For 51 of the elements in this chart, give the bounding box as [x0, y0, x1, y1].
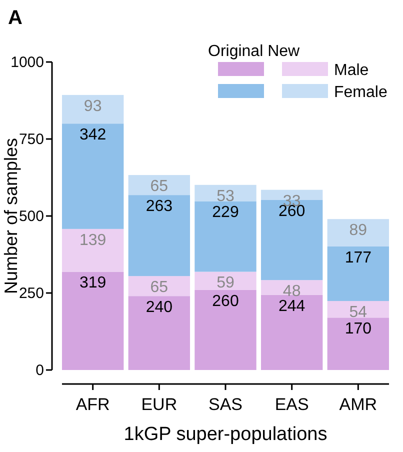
x-axis-title: 1kGP super-populations	[124, 424, 328, 445]
y-tick-label: 500	[18, 208, 44, 225]
y-tick-label: 250	[18, 285, 44, 302]
data-label: 89	[349, 222, 368, 240]
bar	[62, 228, 124, 272]
bar	[62, 124, 124, 229]
data-label: 48	[282, 283, 301, 300]
y-tick-label: 1000	[10, 54, 44, 71]
legend-label: Female	[334, 84, 388, 101]
data-label: 65	[150, 279, 168, 296]
data-label: 319	[79, 274, 106, 292]
bar	[128, 276, 190, 296]
data-label: 263	[146, 198, 173, 216]
bar	[194, 201, 256, 272]
bar	[327, 318, 390, 370]
y-tick-label: 0	[36, 362, 44, 379]
bar	[327, 246, 390, 302]
y-axis-title: Number of samples	[1, 138, 21, 294]
data-label: 244	[278, 298, 306, 315]
legend-label: Male	[334, 62, 369, 79]
data-label: 177	[344, 249, 372, 266]
bar	[260, 280, 323, 295]
y-tick-label: 750	[18, 131, 44, 148]
data-label: 342	[79, 126, 106, 144]
bar	[327, 219, 390, 246]
data-label: 139	[79, 232, 106, 249]
bar	[62, 272, 124, 370]
bar	[327, 301, 390, 318]
data-label: 65	[150, 178, 168, 196]
data-label: 59	[216, 274, 234, 292]
bar	[260, 294, 323, 370]
legend-title: Original New	[208, 43, 300, 60]
bar	[62, 94, 124, 124]
bar	[194, 272, 256, 290]
bar	[128, 175, 190, 196]
x-tick-label: SAS	[208, 395, 243, 414]
data-label: 240	[146, 299, 173, 316]
bar	[128, 296, 190, 370]
data-label: 260	[212, 292, 239, 310]
x-tick-label: EAS	[274, 395, 309, 414]
data-label: 53	[216, 188, 234, 205]
x-tick-label: EUR	[141, 395, 178, 414]
x-tick-label: AMR	[339, 395, 378, 414]
data-label: 170	[344, 320, 372, 338]
data-label: 229	[212, 204, 239, 222]
bar	[194, 290, 256, 370]
data-label: 93	[84, 98, 102, 115]
bar	[128, 195, 190, 276]
x-tick-label: AFR	[76, 395, 110, 414]
data-label: 54	[349, 304, 368, 322]
chart-title: A	[8, 7, 22, 29]
